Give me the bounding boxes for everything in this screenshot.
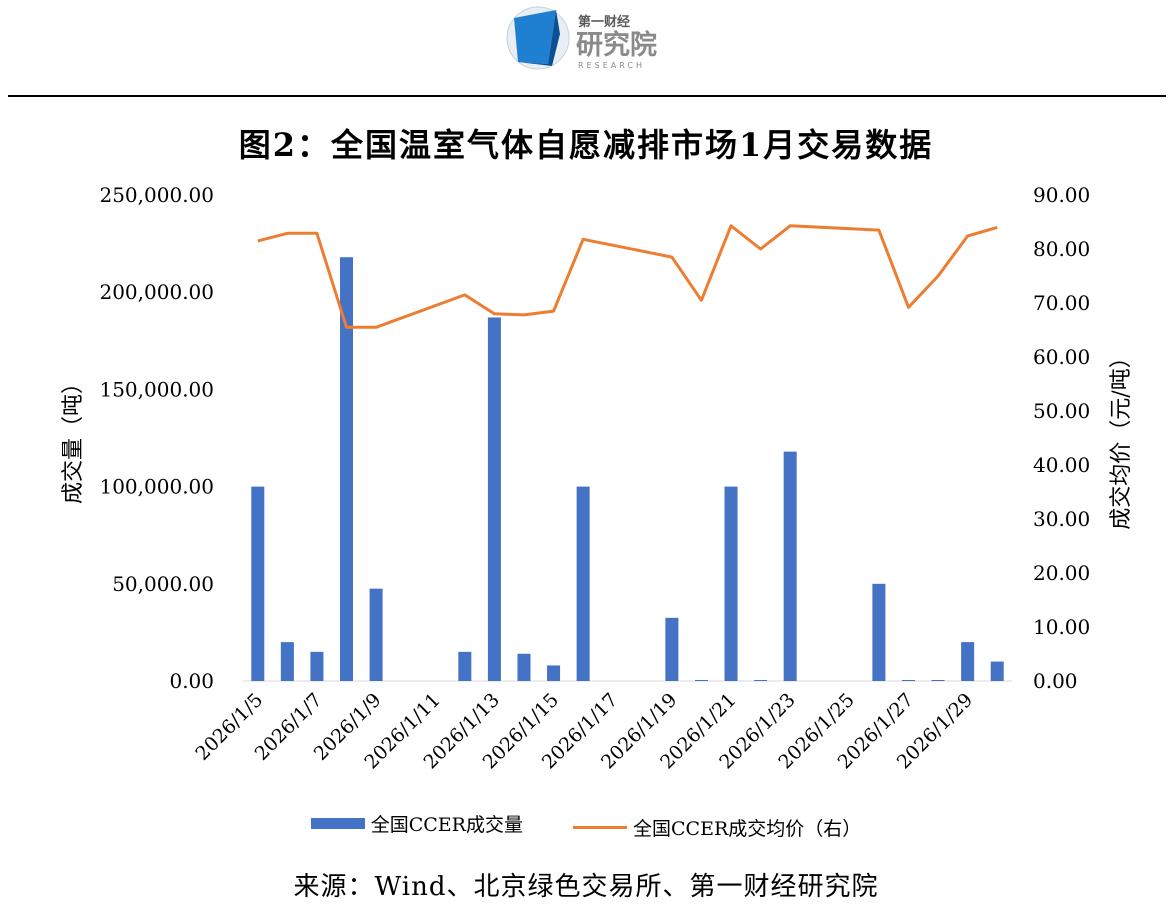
bar-volume (251, 486, 265, 681)
y-right-tick-label: 20.00 (1033, 561, 1090, 585)
bar-volume (369, 588, 383, 681)
chart-canvas: 0.00 50,000.00 100,000.00 150,000.00 200,000… (61, 183, 1134, 773)
legend-label-price: 全国CCER成交均价（右） (633, 818, 862, 840)
y-right-tick-label: 30.00 (1033, 507, 1090, 531)
y-right-tick-label: 0.00 (1033, 669, 1078, 693)
bar-volume (665, 617, 679, 681)
bar-volume (487, 317, 501, 681)
bar-volume (547, 665, 561, 681)
bar-volume (694, 680, 708, 681)
bar-volume (517, 653, 531, 681)
legend-item-volume: 全国CCER成交量 (310, 810, 523, 837)
legend-swatch-line (573, 826, 628, 829)
header-divider (8, 95, 1166, 97)
logo: 第一财经 研究院 RESEARCH (500, 4, 680, 74)
y-left-tick-label: 100,000.00 (99, 475, 214, 499)
y-left-tick-label: 150,000.00 (99, 377, 214, 401)
bar-volume (340, 257, 354, 681)
y-left-tick-label: 50,000.00 (112, 572, 214, 596)
bar-volume (783, 451, 797, 681)
chart-title: 图2：全国温室气体自愿减排市场1月交易数据 (238, 126, 934, 164)
logo-cn-top: 第一财经 (578, 14, 630, 30)
bar-volume (931, 680, 945, 681)
legend-swatch-bar (310, 818, 365, 829)
bar-volume (458, 651, 472, 681)
y-right-tick-label: 50.00 (1033, 399, 1090, 423)
y-left-axis-title: 成交量（吨） (61, 372, 86, 504)
y-right-tick-label: 90.00 (1033, 183, 1090, 207)
bar-volume (901, 680, 915, 681)
bar-volume (961, 642, 975, 681)
bar-volume (310, 651, 324, 681)
logo-cn-main: 研究院 (576, 29, 657, 61)
y-right-tick-label: 80.00 (1033, 237, 1090, 261)
y-left-tick-label: 0.00 (169, 669, 214, 693)
bar-volume (754, 680, 768, 681)
line-price (257, 224, 998, 329)
bar-volume (280, 642, 294, 681)
y-right-tick-label: 40.00 (1033, 453, 1090, 477)
bar-volume (990, 661, 1004, 681)
bar-volume (872, 583, 886, 681)
y-right-tick-label: 60.00 (1033, 345, 1090, 369)
source-note: 来源：Wind、北京绿色交易所、第一财经研究院 (293, 872, 879, 902)
logo-en: RESEARCH (578, 61, 645, 70)
legend-label-volume: 全国CCER成交量 (370, 814, 523, 836)
y-right-tick-label: 10.00 (1033, 615, 1090, 639)
y-left-tick-label: 200,000.00 (99, 280, 214, 304)
y-left-tick-label: 250,000.00 (99, 183, 214, 207)
y-right-tick-label: 70.00 (1033, 291, 1090, 315)
legend-item-price: 全国CCER成交均价（右） (573, 814, 861, 841)
bar-volume (576, 486, 590, 681)
legend: 全国CCER成交量 全国CCER成交均价（右） (0, 810, 1172, 841)
y-right-axis-title: 成交均价（元/吨） (1109, 346, 1134, 529)
logo-emblem-icon: 第一财经 研究院 RESEARCH (506, 6, 657, 70)
bar-volume (724, 486, 738, 681)
